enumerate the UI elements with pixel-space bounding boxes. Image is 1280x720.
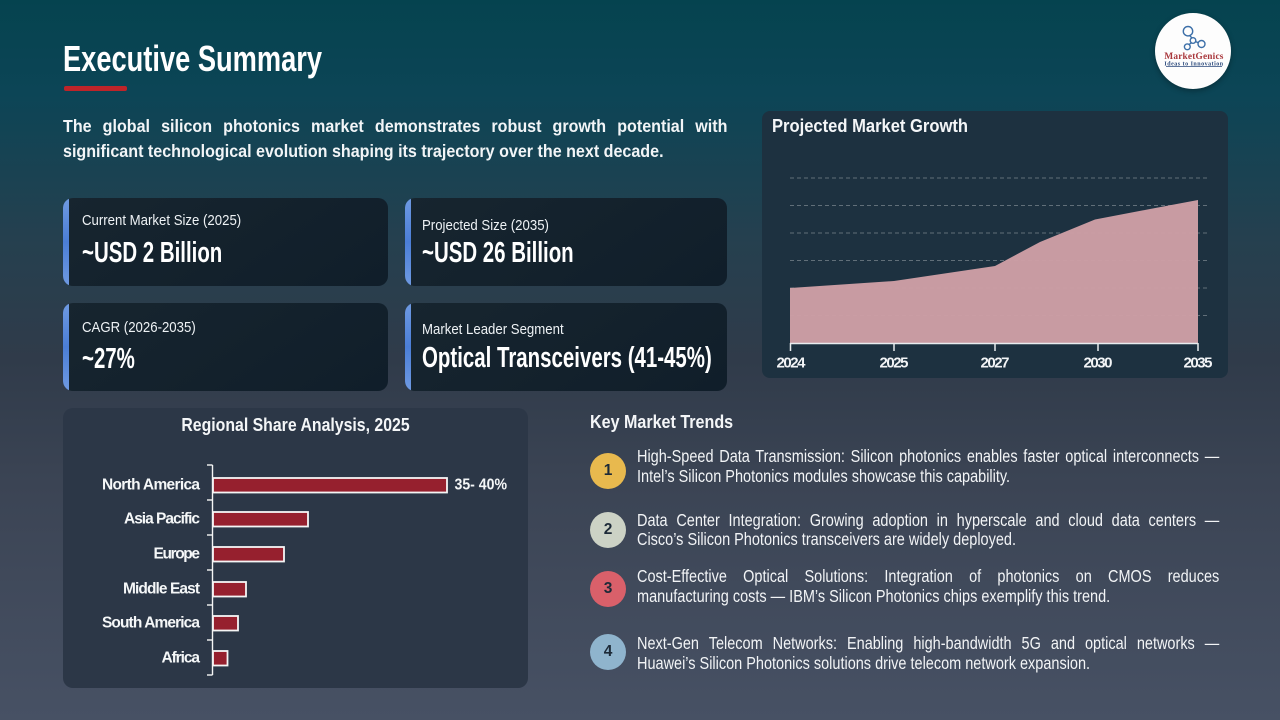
- svg-text:2025: 2025: [880, 355, 909, 372]
- svg-text:Europe: Europe: [154, 546, 201, 563]
- svg-text:Ideas to Innovation: Ideas to Innovation: [1164, 61, 1223, 67]
- svg-text:Asia Pacific: Asia Pacific: [124, 511, 200, 528]
- svg-text:2035: 2035: [1184, 355, 1213, 372]
- svg-text:2030: 2030: [1084, 355, 1113, 372]
- svg-text:North America: North America: [102, 477, 200, 494]
- svg-text:Africa: Africa: [162, 650, 201, 667]
- svg-text:2027: 2027: [981, 355, 1010, 372]
- svg-text:2024: 2024: [777, 355, 807, 372]
- svg-text:Middle East: Middle East: [123, 581, 200, 598]
- svg-text:South America: South America: [102, 615, 200, 632]
- svg-text:35- 40%: 35- 40%: [455, 477, 508, 494]
- svg-text:MarketGenics: MarketGenics: [1164, 52, 1223, 62]
